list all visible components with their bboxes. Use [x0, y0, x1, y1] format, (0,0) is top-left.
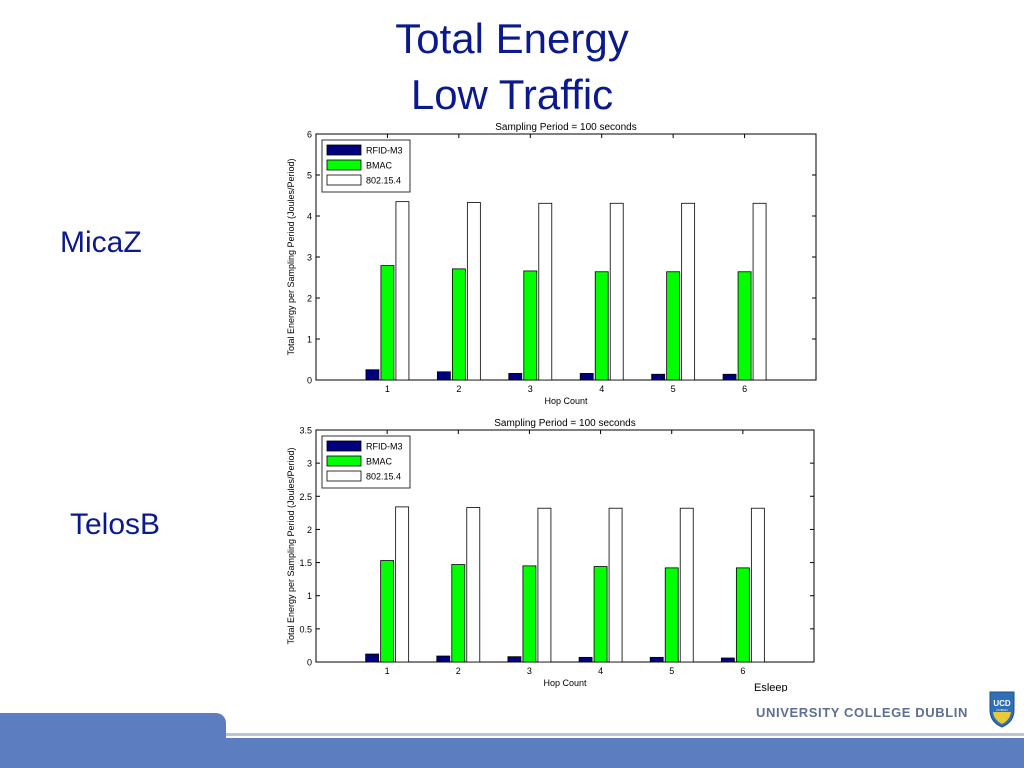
- bar-802-15-4-6: [752, 202, 767, 381]
- bar-rfid-m3-5: [649, 656, 664, 663]
- bar-rfid-m3-1: [365, 369, 380, 381]
- bar-bmac-4: [593, 566, 608, 663]
- x-axis-label: Hop Count: [543, 678, 587, 688]
- bar-bmac-4: [594, 271, 609, 381]
- bar-rfid-m3-3: [508, 373, 523, 381]
- y-tick-label: 0.5: [299, 624, 312, 634]
- bar-bmac-2: [451, 268, 466, 381]
- bar-802-15-4-1: [395, 201, 410, 381]
- bar-802-15-4-5: [681, 202, 696, 381]
- y-tick-label: 3: [307, 253, 312, 263]
- y-tick-label: 3.5: [299, 426, 312, 436]
- bar-rfid-m3-4: [578, 656, 593, 663]
- x-tick-label: 6: [740, 666, 745, 676]
- y-tick-label: 2.5: [299, 492, 312, 502]
- y-tick-label: 1.5: [299, 558, 312, 568]
- bar-rfid-m3-2: [436, 371, 451, 381]
- bar-802-15-4-4: [608, 507, 623, 663]
- university-name: UNIVERSITY COLLEGE DUBLIN: [756, 705, 968, 720]
- y-tick-label: 5: [307, 171, 312, 181]
- bar-802-15-4-3: [537, 507, 552, 663]
- x-tick-label: 3: [527, 666, 532, 676]
- chart-telosb: Sampling Period = 100 seconds 0 0.5 1 1.5 2 2.…: [286, 418, 815, 688]
- x-tick-label: 5: [671, 384, 676, 394]
- y-tick-label: 0: [307, 658, 312, 668]
- logo-subtext: DUBLIN: [996, 708, 1007, 712]
- x-tick-label: 1: [385, 666, 390, 676]
- label-telosb: TelosB: [70, 508, 161, 541]
- bar-802-15-4-1: [395, 506, 410, 663]
- x-tick-label: 5: [669, 666, 674, 676]
- y-tick-label: 1: [307, 335, 312, 345]
- bar-bmac-1: [380, 265, 395, 381]
- footer-bar: [226, 738, 1024, 768]
- bar-802-15-4-2: [466, 507, 481, 663]
- chart-title: Sampling Period = 100 seconds: [494, 418, 635, 429]
- chart-title: Sampling Period = 100 seconds: [495, 122, 636, 133]
- bar-rfid-m3-2: [436, 655, 451, 663]
- legend-swatch: [326, 470, 362, 482]
- x-tick-label: 2: [456, 384, 461, 394]
- label-micaz: MicaZ: [60, 226, 142, 259]
- bar-rfid-m3-4: [579, 373, 594, 381]
- y-tick-label: 3: [307, 459, 312, 469]
- bar-802-15-4-3: [538, 202, 553, 381]
- legend-label: BMAC: [366, 457, 393, 467]
- bar-rfid-m3-6: [722, 373, 737, 381]
- bar-bmac-1: [380, 560, 395, 663]
- bar-802-15-4-2: [466, 202, 481, 381]
- y-tick-label: 1: [307, 591, 312, 601]
- legend-label: RFID-M3: [366, 442, 403, 452]
- footer-tab: [0, 713, 226, 768]
- bar-bmac-3: [523, 270, 538, 381]
- logo-text: UCD: [993, 699, 1011, 708]
- y-axis-label: Total Energy per Sampling Period (Joules…: [286, 447, 296, 644]
- x-tick-label: 2: [456, 666, 461, 676]
- legend-label: 802.15.4: [366, 176, 401, 186]
- legend-swatch: [326, 174, 362, 186]
- slide-title-line2: Low Traffic: [410, 71, 614, 118]
- x-tick-label: 3: [528, 384, 533, 394]
- bar-802-15-4-4: [609, 202, 624, 381]
- stray-axis-text: Esleep: [754, 682, 788, 692]
- bar-rfid-m3-1: [365, 653, 380, 663]
- x-axis-label: Hop Count: [544, 396, 588, 406]
- bar-rfid-m3-5: [651, 373, 666, 381]
- legend-swatch: [326, 144, 362, 156]
- legend-swatch: [326, 440, 362, 452]
- x-tick-label: 4: [598, 666, 603, 676]
- legend-label: RFID-M3: [366, 146, 403, 156]
- y-axis-label: Total Energy per Sampling Period (Joules…: [286, 158, 296, 355]
- bar-802-15-4-5: [679, 507, 694, 663]
- legend-swatch: [326, 159, 362, 171]
- bar-rfid-m3-3: [507, 656, 522, 663]
- bar-bmac-3: [522, 565, 537, 663]
- bar-bmac-2: [451, 564, 466, 663]
- bar-bmac-6: [737, 271, 752, 381]
- legend-swatch: [326, 455, 362, 467]
- x-tick-label: 6: [742, 384, 747, 394]
- y-tick-label: 4: [307, 212, 312, 222]
- bar-802-15-4-6: [750, 507, 765, 663]
- bar-bmac-6: [735, 567, 750, 663]
- y-tick-label: 6: [307, 130, 312, 140]
- chart-micaz: Sampling Period = 100 seconds 0 1 2 3 4 5 6 Tota…: [286, 122, 817, 406]
- x-tick-label: 4: [599, 384, 604, 394]
- footer-line: [226, 733, 1024, 736]
- x-tick-label: 1: [385, 384, 390, 394]
- y-tick-label: 0: [307, 376, 312, 386]
- bar-bmac-5: [666, 271, 681, 381]
- legend-label: BMAC: [366, 161, 393, 171]
- y-tick-label: 2: [307, 525, 312, 535]
- legend-label: 802.15.4: [366, 472, 401, 482]
- bar-rfid-m3-6: [720, 657, 735, 663]
- bar-bmac-5: [664, 567, 679, 663]
- ucd-crest-icon: UCD DUBLIN: [989, 691, 1015, 728]
- y-tick-label: 2: [307, 294, 312, 304]
- slide-title-line1: Total Energy: [395, 15, 629, 62]
